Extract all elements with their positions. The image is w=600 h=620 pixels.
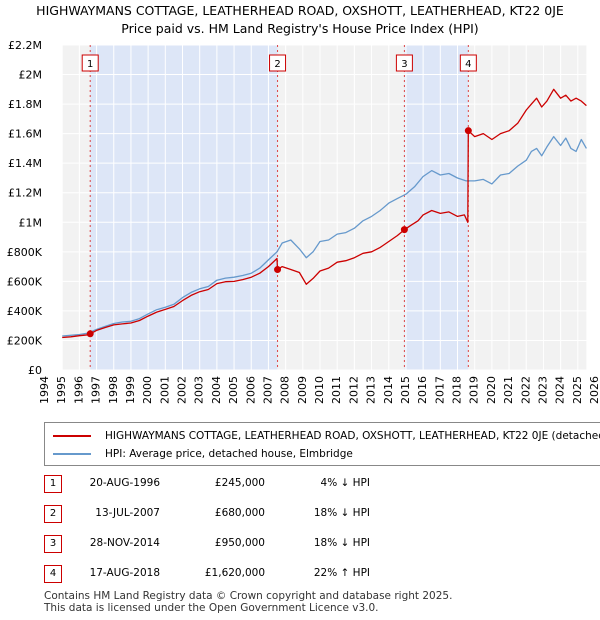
x-tick-label: 2002 xyxy=(176,376,189,404)
sale-hpi-diff: 18% ↓ HPI xyxy=(313,537,370,549)
x-tick-label: 2016 xyxy=(416,376,429,404)
y-tick-label: £1.2M xyxy=(8,187,42,200)
x-tick-label: 2015 xyxy=(399,376,412,404)
sale-marker-label: 2 xyxy=(274,59,280,70)
sale-number: 3 xyxy=(44,535,62,553)
legend: HIGHWAYMANS COTTAGE, LEATHERHEAD ROAD, O… xyxy=(44,422,600,466)
x-tick-label: 2013 xyxy=(365,376,378,404)
x-tick-label: 2019 xyxy=(468,376,481,404)
price-chart: £0 £200K £400K £600K £800K £1M £1.2M £1.4M £1.6M… xyxy=(7,39,600,404)
x-tick-label: 2026 xyxy=(588,376,600,404)
sale-price: £680,000 xyxy=(214,507,265,519)
property-price-line xyxy=(62,88,587,339)
x-tick-label: 2001 xyxy=(158,376,171,404)
x-tick-label: 2008 xyxy=(279,376,292,404)
x-tick-label: 2012 xyxy=(347,376,360,404)
x-tick-label: 2021 xyxy=(502,376,515,404)
y-tick-label: £0 xyxy=(28,364,42,377)
sale-hpi-diff: 18% ↓ HPI xyxy=(313,507,370,519)
x-tick-label: 2011 xyxy=(330,376,343,404)
x-tick-label: 2004 xyxy=(210,376,223,404)
legend-item-property: HIGHWAYMANS COTTAGE, LEATHERHEAD ROAD, O… xyxy=(53,428,600,444)
sale-point xyxy=(86,330,94,338)
x-tick-label: 2003 xyxy=(193,376,206,404)
sale-number: 1 xyxy=(44,475,62,493)
sale-price: £245,000 xyxy=(214,477,265,489)
x-tick-label: 2010 xyxy=(313,376,326,404)
sale-row: 4 17-AUG-2018 £1,620,000 22% ↑ HPI xyxy=(0,564,600,584)
legend-item-hpi: HPI: Average price, detached house, Elmb… xyxy=(53,446,353,462)
sale-marker-label: 1 xyxy=(87,59,93,70)
chart-subtitle: Price paid vs. HM Land Registry's House … xyxy=(121,21,479,36)
hpi-line xyxy=(62,135,587,337)
sale-number: 4 xyxy=(44,565,62,583)
y-tick-label: £1M xyxy=(19,216,43,229)
x-tick-label: 2006 xyxy=(244,376,257,404)
sale-date: 28-NOV-2014 xyxy=(89,537,160,549)
x-tick-label: 1994 xyxy=(38,376,51,404)
sale-marker-box xyxy=(81,54,99,72)
sale-marker-label: 3 xyxy=(401,59,407,70)
x-tick-label: 2023 xyxy=(536,376,549,404)
sale-marker-box xyxy=(459,54,477,72)
x-tick-label: 2017 xyxy=(433,376,446,404)
sale-row: 2 13-JUL-2007 £680,000 18% ↓ HPI xyxy=(0,504,600,524)
legend-line-hpi xyxy=(53,453,91,455)
sale-hpi-diff: 4% ↓ HPI xyxy=(320,477,370,489)
x-tick-label: 2009 xyxy=(296,376,309,404)
x-tick-label: 2007 xyxy=(261,376,274,404)
y-tick-label: £200K xyxy=(7,334,43,347)
y-tick-label: £400K xyxy=(7,305,43,318)
y-tick-label: £600K xyxy=(7,275,43,288)
x-tick-label: 2025 xyxy=(571,376,584,404)
sale-date: 17-AUG-2018 xyxy=(89,567,160,579)
sale-marker-label: 4 xyxy=(465,59,471,70)
y-tick-label: £2.2M xyxy=(8,39,42,52)
x-tick-label: 2024 xyxy=(554,376,567,404)
y-tick-label: £1.4M xyxy=(8,157,42,170)
sale-date: 13-JUL-2007 xyxy=(95,507,160,519)
x-tick-label: 2018 xyxy=(451,376,464,404)
x-tick-label: 2020 xyxy=(485,376,498,404)
x-tick-label: 2014 xyxy=(382,376,395,404)
sale-number: 2 xyxy=(44,505,62,523)
y-tick-label: £1.8M xyxy=(8,98,42,111)
footer: Contains HM Land Registry data © Crown c… xyxy=(44,590,452,614)
y-tick-label: £800K xyxy=(7,246,43,259)
sale-marker-box xyxy=(269,54,287,72)
sale-marker-box xyxy=(395,54,413,72)
legend-label-property: HIGHWAYMANS COTTAGE, LEATHERHEAD ROAD, O… xyxy=(105,430,600,442)
x-tick-label: 2000 xyxy=(141,376,154,404)
chart-title: HIGHWAYMANS COTTAGE, LEATHERHEAD ROAD, O… xyxy=(36,3,564,18)
y-tick-label: £1.6M xyxy=(8,128,42,141)
footer-line-1: Contains HM Land Registry data © Crown c… xyxy=(44,590,453,602)
sale-date: 20-AUG-1996 xyxy=(89,477,160,489)
x-tick-label: 1996 xyxy=(72,376,85,404)
sale-hpi-diff: 22% ↑ HPI xyxy=(313,567,370,579)
x-tick-label: 1999 xyxy=(124,376,137,404)
sale-point xyxy=(464,127,472,135)
x-tick-label: 1997 xyxy=(90,376,103,404)
x-tick-label: 1998 xyxy=(107,376,120,404)
x-tick-label: 2005 xyxy=(227,376,240,404)
y-tick-label: £2M xyxy=(19,69,43,82)
sale-point xyxy=(274,266,282,274)
sale-price: £950,000 xyxy=(214,537,265,549)
footer-line-2: This data is licensed under the Open Gov… xyxy=(44,602,379,614)
legend-line-property xyxy=(53,435,91,437)
ownership-period-band xyxy=(404,45,469,370)
sale-point xyxy=(400,226,408,234)
legend-label-hpi: HPI: Average price, detached house, Elmb… xyxy=(105,448,353,460)
sale-row: 1 20-AUG-1996 £245,000 4% ↓ HPI xyxy=(0,474,600,494)
ownership-period-band xyxy=(90,45,278,370)
x-tick-label: 1995 xyxy=(55,376,68,404)
sale-row: 3 28-NOV-2014 £950,000 18% ↓ HPI xyxy=(0,534,600,554)
sale-price: £1,620,000 xyxy=(204,567,265,579)
x-tick-label: 2022 xyxy=(519,376,532,404)
